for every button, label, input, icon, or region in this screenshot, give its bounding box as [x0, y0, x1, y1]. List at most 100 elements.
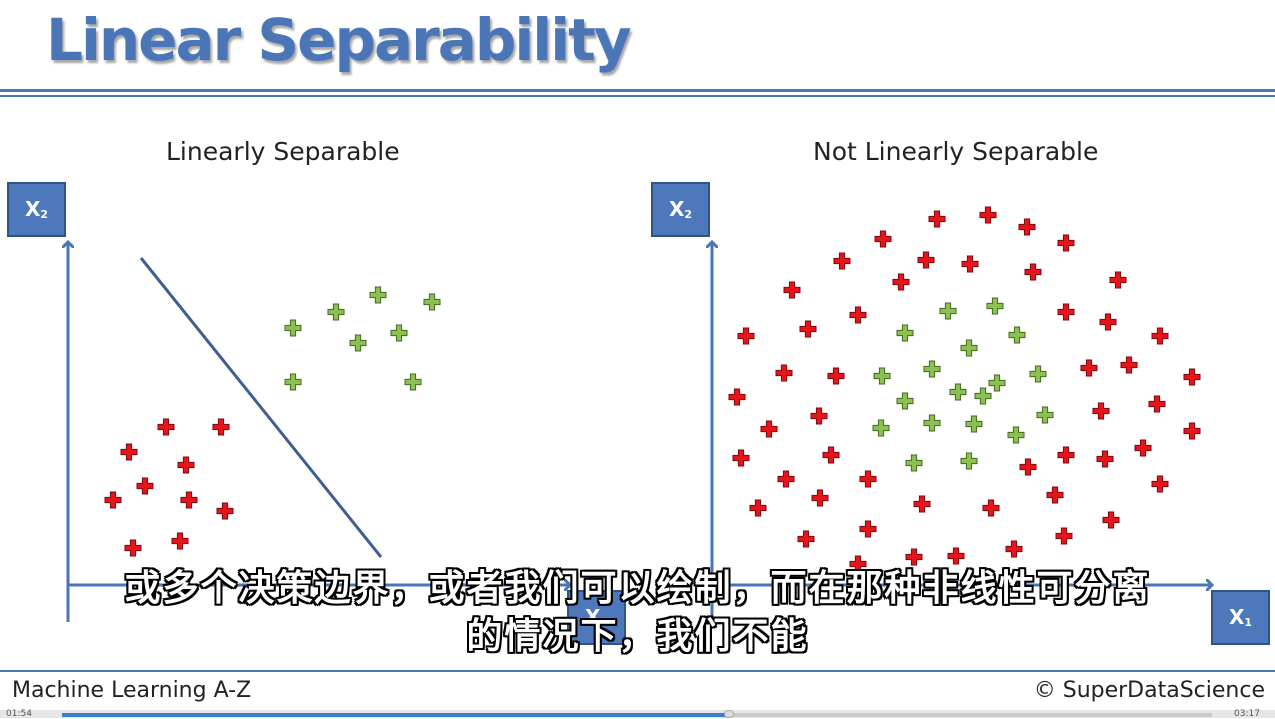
right-red-point — [737, 327, 755, 345]
right-red-point — [833, 252, 851, 270]
right-red-point — [1183, 368, 1201, 386]
right-red-point — [913, 495, 931, 513]
left-green-point — [349, 334, 367, 352]
right-red-point — [1005, 540, 1023, 558]
right-red-point — [1080, 359, 1098, 377]
subtitle-line-1: 或多个决策边界，或者我们可以绘制，而在那种非线性可分离 — [124, 568, 1151, 609]
right-red-point — [905, 548, 923, 566]
left-green-point — [327, 303, 345, 321]
right-red-point — [928, 210, 946, 228]
right-red-point — [947, 547, 965, 565]
right-red-point — [749, 499, 767, 517]
right-red-point — [732, 449, 750, 467]
left-red-point — [104, 491, 122, 509]
right-red-point — [1134, 439, 1152, 457]
elapsed-time: 01:54 — [6, 709, 32, 719]
right-green-point — [988, 374, 1006, 392]
left-green-point — [390, 324, 408, 342]
right-red-point — [1183, 422, 1201, 440]
subtitle-line-2: 的情况下，我们不能 — [466, 616, 809, 657]
right-red-point — [1096, 450, 1114, 468]
left-x-axis-label: X1 — [567, 590, 626, 645]
right-red-point — [760, 420, 778, 438]
right-red-point — [1055, 527, 1073, 545]
right-red-point — [1151, 475, 1169, 493]
right-red-point — [979, 206, 997, 224]
right-red-point — [777, 470, 795, 488]
right-red-point — [1148, 395, 1166, 413]
right-red-point — [799, 320, 817, 338]
right-green-point — [896, 392, 914, 410]
footer-copyright: © SuperDataScience — [1033, 678, 1265, 703]
right-red-point — [1018, 218, 1036, 236]
right-red-point — [859, 470, 877, 488]
right-red-point — [859, 520, 877, 538]
left-red-point — [120, 443, 138, 461]
right-red-point — [961, 255, 979, 273]
right-red-point — [1120, 356, 1138, 374]
right-red-point — [1024, 263, 1042, 281]
right-red-point — [797, 530, 815, 548]
right-red-point — [1151, 327, 1169, 345]
duration-time: 03:17 — [1234, 709, 1260, 719]
left-red-point — [177, 456, 195, 474]
right-red-point — [1102, 511, 1120, 529]
right-red-point — [1046, 486, 1064, 504]
left-red-point — [216, 502, 234, 520]
left-red-point — [171, 532, 189, 550]
right-green-point — [965, 415, 983, 433]
right-red-point — [728, 388, 746, 406]
right-red-point — [811, 489, 829, 507]
decision-boundary-line — [139, 257, 383, 558]
left-green-point — [284, 319, 302, 337]
right-green-point — [873, 367, 891, 385]
right-green-point — [1036, 406, 1054, 424]
right-green-point — [923, 360, 941, 378]
right-red-point — [775, 364, 793, 382]
right-green-point — [905, 454, 923, 472]
right-green-point — [986, 297, 1004, 315]
left-y-axis-label: X2 — [7, 182, 66, 237]
right-red-point — [1057, 446, 1075, 464]
right-red-point — [1057, 303, 1075, 321]
right-red-point — [827, 367, 845, 385]
right-red-point — [783, 281, 801, 299]
right-green-point — [960, 452, 978, 470]
left-red-point — [180, 491, 198, 509]
right-chart-title: Not Linearly Separable — [813, 137, 1099, 166]
left-chart-title: Linearly Separable — [166, 137, 400, 166]
right-green-point — [923, 414, 941, 432]
left-red-point — [212, 418, 230, 436]
seek-handle[interactable] — [724, 710, 734, 718]
right-red-point — [917, 251, 935, 269]
right-red-point — [1057, 234, 1075, 252]
left-green-point — [404, 373, 422, 391]
title-divider — [0, 89, 1275, 92]
right-red-point — [982, 499, 1000, 517]
seek-progress — [62, 713, 729, 717]
right-green-point — [949, 383, 967, 401]
right-red-point — [1109, 271, 1127, 289]
footer-course-name: Machine Learning A-Z — [12, 678, 252, 703]
slide-title: Linear Separability — [46, 6, 632, 74]
right-y-axis-label: X2 — [651, 182, 710, 237]
right-green-point — [939, 302, 957, 320]
right-red-point — [892, 273, 910, 291]
right-red-point — [849, 306, 867, 324]
right-x-axis-label: X1 — [1211, 590, 1270, 645]
left-green-point — [369, 286, 387, 304]
left-red-point — [124, 539, 142, 557]
right-red-point — [849, 555, 867, 573]
right-red-point — [1092, 402, 1110, 420]
title-divider-secondary — [0, 95, 1275, 97]
left-green-point — [284, 373, 302, 391]
right-green-point — [1029, 365, 1047, 383]
left-red-point — [157, 418, 175, 436]
left-green-point — [423, 293, 441, 311]
right-red-point — [1099, 313, 1117, 331]
right-red-point — [810, 407, 828, 425]
right-green-point — [1007, 426, 1025, 444]
right-green-point — [896, 324, 914, 342]
right-green-point — [974, 387, 992, 405]
